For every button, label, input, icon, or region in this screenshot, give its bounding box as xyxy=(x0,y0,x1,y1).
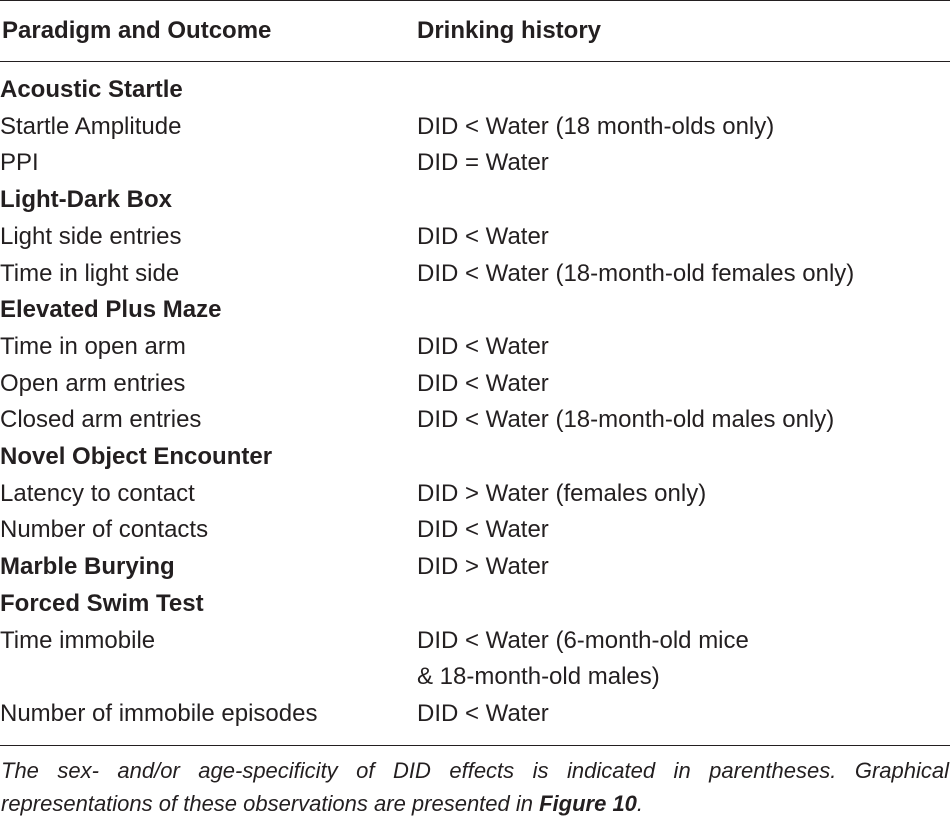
drinking-history-cell: DID < Water xyxy=(417,329,950,366)
drinking-history-value: DID < Water (6-month-old mice xyxy=(417,626,749,654)
outcome-name: Closed arm entries xyxy=(0,406,202,434)
paradigm-name: Elevated Plus Maze xyxy=(0,296,222,324)
table-body: Acoustic Startle Startle Amplitude DID < W… xyxy=(0,62,950,745)
drinking-history-value: DID < Water xyxy=(417,369,549,397)
drinking-history-value: DID < Water xyxy=(417,699,549,727)
group-row: Marble Burying DID > Water xyxy=(0,549,950,586)
drinking-history-cell: DID < Water (18-month-old females only) xyxy=(417,256,950,293)
header-paradigm-outcome: Paradigm and Outcome xyxy=(0,0,417,62)
drinking-history-value-continued: & 18-month-old males) xyxy=(417,663,660,691)
table-row: Latency to contact DID > Water (females o… xyxy=(0,476,950,513)
footnote-end: . xyxy=(636,790,644,816)
table-row: PPI DID = Water xyxy=(0,145,950,182)
drinking-history-cell: DID < Water xyxy=(417,366,950,403)
drinking-history-value: DID < Water xyxy=(417,332,549,360)
paradigm-name: Forced Swim Test xyxy=(0,589,204,617)
paradigm-name: Novel Object Encounter xyxy=(0,443,273,471)
drinking-history-cell xyxy=(417,586,950,623)
table-row: Light side entries DID < Water xyxy=(0,219,950,256)
table-header: Paradigm and Outcome Drinking history xyxy=(0,0,950,62)
table-row: Startle Amplitude DID < Water (18 month-o… xyxy=(0,109,950,146)
outcome-name: Number of immobile episodes xyxy=(0,699,318,727)
outcome-name: Time in light side xyxy=(0,259,180,287)
drinking-history-value: DID < Water xyxy=(417,516,549,544)
results-table: Paradigm and Outcome Drinking history Ac… xyxy=(0,0,950,745)
footnote-text: The sex- and/or age-specificity of DID e… xyxy=(1,757,949,816)
table-row: Time in light side DID < Water (18-month-… xyxy=(0,256,950,293)
table-row: Closed arm entries DID < Water (18-month-… xyxy=(0,402,950,439)
drinking-history-cell: DID = Water xyxy=(417,145,950,182)
outcome-name: Startle Amplitude xyxy=(0,112,182,140)
group-row: Acoustic Startle xyxy=(0,62,950,109)
outcome-name: Light side entries xyxy=(0,222,182,250)
table-row: Number of immobile episodes DID < Water xyxy=(0,696,950,745)
table-row: Open arm entries DID < Water xyxy=(0,366,950,403)
group-row: Forced Swim Test xyxy=(0,586,950,623)
drinking-history-cell: DID < Water xyxy=(417,219,950,256)
drinking-history-value: DID > Water xyxy=(417,553,549,581)
outcome-name: Time immobile xyxy=(0,626,156,654)
drinking-history-cell xyxy=(417,62,950,109)
outcome-name: Latency to contact xyxy=(0,479,195,507)
drinking-history-cell: DID > Water xyxy=(417,549,950,586)
drinking-history-cell: DID < Water xyxy=(417,512,950,549)
drinking-history-value: DID < Water (18-month-old females only) xyxy=(417,259,855,287)
drinking-history-cell: DID > Water (females only) xyxy=(417,476,950,513)
drinking-history-cell xyxy=(417,439,950,476)
group-row: Light-Dark Box xyxy=(0,182,950,219)
drinking-history-value: DID < Water (18 month-olds only) xyxy=(417,112,775,140)
paradigm-name: Marble Burying xyxy=(0,553,175,581)
drinking-history-cell xyxy=(417,182,950,219)
drinking-history-value: DID < Water (18-month-old males only) xyxy=(417,406,835,434)
drinking-history-cell: DID < Water (6-month-old mice & 18-month-… xyxy=(417,623,950,696)
drinking-history-cell: DID < Water xyxy=(417,696,950,745)
table-row: Time immobile DID < Water (6-month-old mi… xyxy=(0,623,950,696)
drinking-history-value: DID < Water xyxy=(417,222,549,250)
table-footnote: The sex- and/or age-specificity of DID e… xyxy=(0,746,949,820)
drinking-history-cell xyxy=(417,292,950,329)
drinking-history-value: DID = Water xyxy=(417,149,549,177)
outcome-name: Number of contacts xyxy=(0,516,209,544)
drinking-history-cell: DID < Water (18 month-olds only) xyxy=(417,109,950,146)
header-drinking-history: Drinking history xyxy=(417,0,950,62)
outcome-name: Open arm entries xyxy=(0,369,186,397)
table-bottom-rule xyxy=(0,744,950,746)
table-row: Time in open arm DID < Water xyxy=(0,329,950,366)
group-row: Elevated Plus Maze xyxy=(0,292,950,329)
outcome-name: Time in open arm xyxy=(0,332,186,360)
figure-reference: Figure 10 xyxy=(539,790,637,816)
drinking-history-value: DID > Water (females only) xyxy=(417,479,707,507)
outcome-name: PPI xyxy=(0,149,39,177)
drinking-history-cell: DID < Water (18-month-old males only) xyxy=(417,402,950,439)
paradigm-name: Light-Dark Box xyxy=(0,186,173,214)
group-row: Novel Object Encounter xyxy=(0,439,950,476)
header-row: Paradigm and Outcome Drinking history xyxy=(0,0,950,62)
paradigm-name: Acoustic Startle xyxy=(0,76,183,103)
table-row: Number of contacts DID < Water xyxy=(0,512,950,549)
